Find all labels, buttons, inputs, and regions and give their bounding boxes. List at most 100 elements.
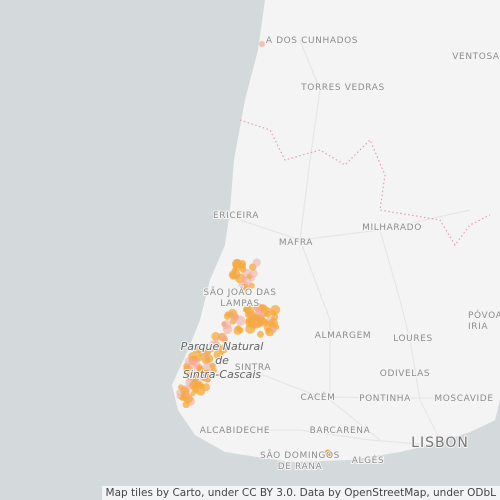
place-label-line: CACÉM (300, 391, 335, 403)
place-label: ALMARGEM (315, 331, 372, 341)
place-label-line: SÃO DOMINGOS (260, 450, 340, 461)
point (237, 327, 244, 334)
river (470, 400, 500, 500)
point (201, 369, 210, 378)
park-label-line: Parque Natural (181, 340, 264, 353)
place-label: A DOS CUNHADOS (266, 36, 358, 46)
place-label-line: A DOS CUNHADOS (266, 36, 358, 46)
point (259, 311, 265, 318)
place-label-line: ERICEIRA (213, 211, 259, 221)
place-label: SÃO JOÃO DAS LAMPAS (203, 287, 276, 309)
place-label-line: ALCABIDECHE (200, 426, 270, 436)
place-label-line: LOURES (393, 334, 433, 344)
place-label: ALGÉS (352, 454, 385, 466)
point (244, 305, 254, 315)
point (240, 284, 247, 291)
place-label: PÓVOA DEIRIA (468, 309, 500, 332)
point (182, 401, 190, 409)
point (184, 356, 194, 366)
point (249, 269, 258, 278)
place-label: MAFRA (279, 238, 313, 248)
place-label-line: BARCARENA (310, 426, 371, 436)
place-label: MOSCAVIDE (434, 394, 493, 404)
place-label: LISBON (411, 435, 469, 451)
place-label: ALCABIDECHE (200, 426, 270, 436)
point (203, 362, 212, 371)
point (268, 318, 279, 329)
attribution: Map tiles by Carto, under CC BY 3.0. Dat… (101, 486, 500, 500)
point (248, 282, 255, 289)
place-label-line: ALGÉS (352, 454, 385, 466)
place-label: LOURES (393, 334, 433, 344)
place-label-line: PÓVOA DE (468, 309, 500, 321)
point (212, 340, 220, 347)
place-label-line: LISBON (411, 435, 469, 451)
point (192, 359, 201, 368)
place-label: CACÉM (300, 391, 335, 403)
point (184, 391, 190, 398)
place-label-line: SÃO JOÃO DAS (203, 287, 276, 298)
point (190, 390, 196, 397)
point (219, 344, 228, 354)
place-label: MILHARADO (362, 223, 422, 233)
park-label: Parque Natural de Sintra-Cascais (181, 340, 264, 381)
place-label-line: TORRES VEDRAS (300, 83, 385, 93)
point (201, 355, 211, 365)
point (264, 307, 271, 314)
point (221, 320, 232, 330)
point (192, 345, 202, 355)
place-label-line: IRIA (468, 322, 488, 332)
point (196, 387, 206, 396)
point (211, 331, 221, 341)
point (194, 373, 201, 379)
place-label: ERICEIRA (213, 211, 259, 221)
place-label-line: ALMARGEM (315, 331, 372, 341)
place-label-line: DE RANA (278, 462, 323, 472)
point (178, 384, 184, 391)
place-label-line: SINTRA (235, 363, 271, 373)
point (230, 312, 239, 322)
point (259, 41, 265, 47)
point (179, 395, 185, 401)
point (252, 258, 261, 267)
place-label-line: MILHARADO (362, 223, 422, 233)
point (270, 327, 276, 333)
point (270, 304, 281, 315)
point (210, 362, 216, 369)
place-label-line: MAFRA (279, 238, 313, 248)
place-label-line: LAMPAS (220, 299, 259, 309)
point (232, 258, 242, 269)
park-label-line: Sintra-Cascais (183, 368, 262, 381)
place-label: BARCARENA (310, 426, 371, 436)
place-label: ODIVELAS (380, 369, 430, 379)
point (324, 449, 332, 457)
place-label: TORRES VEDRAS (300, 83, 385, 93)
district-boundary (239, 119, 491, 247)
point (197, 382, 203, 389)
place-label: SINTRA (235, 363, 271, 373)
point (209, 372, 215, 379)
point (242, 276, 252, 286)
point (245, 317, 253, 324)
point (220, 335, 228, 343)
place-label-line: VENTOSA (452, 52, 500, 62)
place-label: PONTINHA (359, 394, 411, 404)
point (188, 369, 194, 376)
roads (230, 39, 471, 446)
point (185, 378, 194, 387)
points (176, 41, 332, 457)
point (239, 265, 247, 273)
place-label: VENTOSA (452, 52, 500, 62)
point (176, 389, 183, 396)
place-label-line: PONTINHA (359, 394, 411, 404)
point (228, 270, 237, 279)
place-label-line: MOSCAVIDE (434, 394, 493, 404)
place-label: SÃO DOMINGOS DE RANA (260, 450, 340, 472)
place-label-line: ODIVELAS (380, 369, 430, 379)
park-label-line: de (215, 354, 229, 367)
labels: A DOS CUNHADOS VENTOSA TORRES VEDRAS ERICEI… (180, 35, 500, 473)
point (256, 330, 264, 338)
